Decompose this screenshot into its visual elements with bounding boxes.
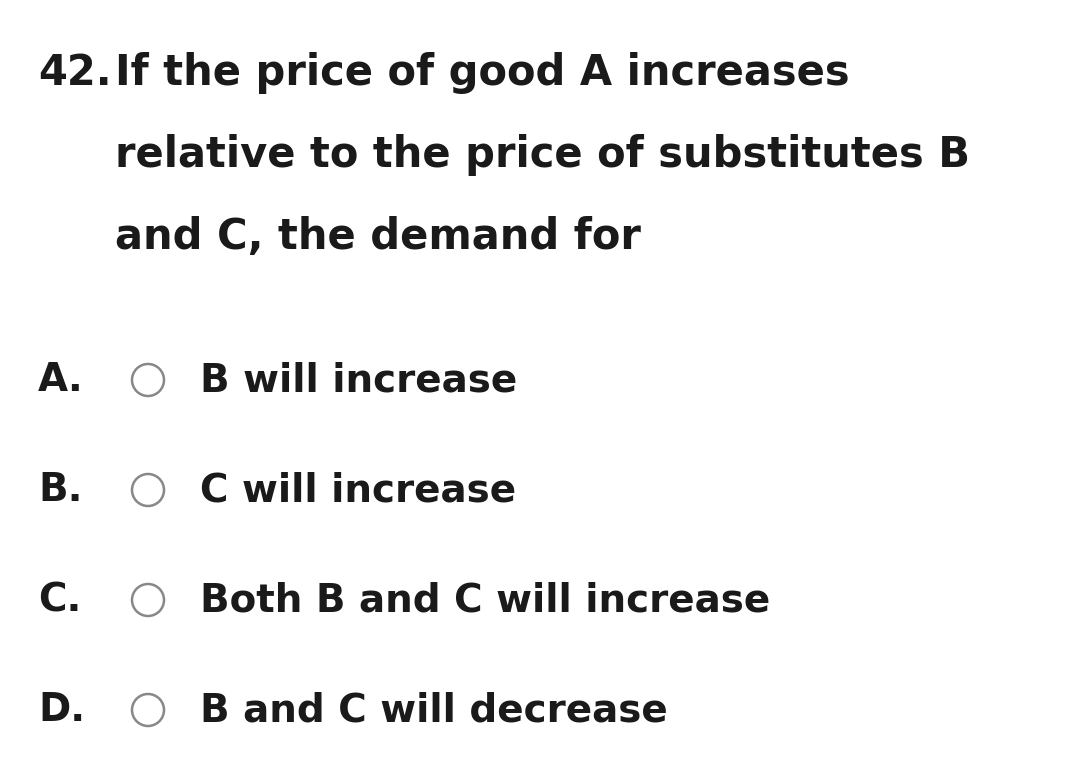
Text: If the price of good A increases: If the price of good A increases: [114, 52, 850, 94]
Text: A.: A.: [38, 361, 84, 399]
Text: C.: C.: [38, 581, 81, 619]
Text: 42.: 42.: [38, 52, 111, 94]
Text: C will increase: C will increase: [200, 471, 516, 509]
Text: B will increase: B will increase: [200, 361, 517, 399]
Text: D.: D.: [38, 691, 85, 729]
Text: Both B and C will increase: Both B and C will increase: [200, 581, 770, 619]
Text: B and C will decrease: B and C will decrease: [200, 691, 667, 729]
Text: and C, the demand for: and C, the demand for: [114, 216, 640, 258]
Text: B.: B.: [38, 471, 82, 509]
Text: relative to the price of substitutes B: relative to the price of substitutes B: [114, 134, 970, 176]
